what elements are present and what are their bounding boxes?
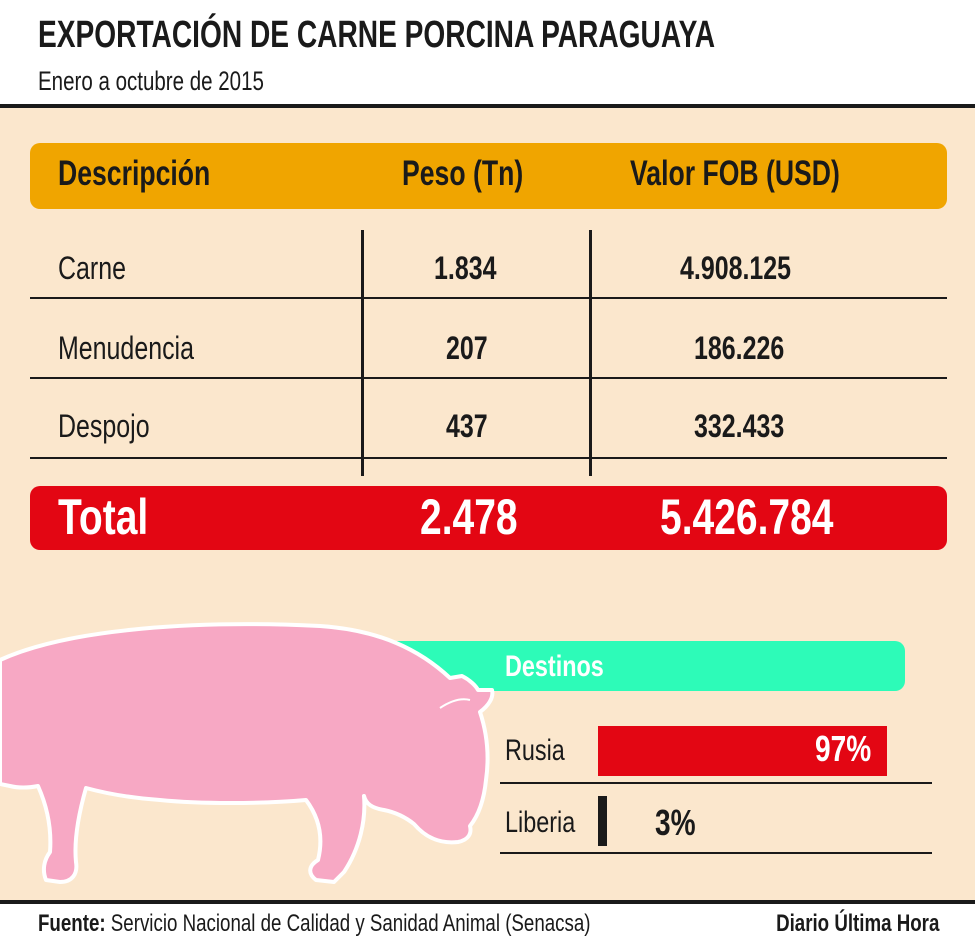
header-valor: Valor FOB (USD) — [630, 154, 840, 193]
cell-descripcion: Despojo — [58, 408, 150, 444]
column-divider — [361, 230, 364, 476]
destinos-title: Destinos — [505, 650, 604, 683]
source-text: Servicio Nacional de Calidad y Sanidad A… — [110, 910, 591, 937]
cell-descripcion: Carne — [58, 250, 126, 286]
row-divider — [30, 457, 947, 459]
cell-valor: 186.226 — [694, 330, 785, 366]
source-note: Fuente: Servicio Nacional de Calidad y S… — [38, 910, 746, 938]
page-subtitle: Enero a octubre de 2015 — [38, 66, 264, 96]
bar-category-label: Rusia — [505, 734, 565, 767]
bottom-rule — [0, 900, 975, 904]
cell-descripcion: Menudencia — [58, 330, 194, 366]
top-rule — [0, 104, 975, 108]
cell-valor: 332.433 — [694, 408, 785, 444]
credit: Diario Última Hora — [775, 910, 939, 937]
total-bar — [30, 486, 947, 550]
table-header-bar — [30, 143, 947, 209]
total-peso: 2.478 — [420, 489, 518, 545]
header-descripcion: Descripción — [58, 154, 211, 193]
bar-value-label: 97% — [815, 728, 872, 769]
total-valor: 5.426.784 — [660, 489, 834, 545]
total-label: Total — [58, 489, 149, 545]
cell-valor: 4.908.125 — [680, 250, 792, 286]
cell-peso: 437 — [446, 408, 488, 444]
cell-peso: 207 — [446, 330, 488, 366]
bar-value-label: 3% — [655, 802, 696, 843]
row-divider — [30, 377, 947, 379]
column-divider — [589, 230, 592, 476]
header-peso: Peso (Tn) — [402, 154, 524, 193]
source-label: Fuente: — [38, 910, 106, 937]
row-divider — [500, 852, 932, 854]
cell-peso: 1.834 — [434, 250, 497, 286]
bar-rusia — [598, 726, 887, 776]
row-divider — [500, 782, 932, 784]
pig-icon — [0, 622, 495, 884]
bar-liberia — [598, 796, 607, 846]
row-divider — [30, 297, 947, 299]
page-title: EXPORTACIÓN DE CARNE PORCINA PARAGUAYA — [38, 14, 716, 56]
bar-category-label: Liberia — [505, 806, 576, 839]
